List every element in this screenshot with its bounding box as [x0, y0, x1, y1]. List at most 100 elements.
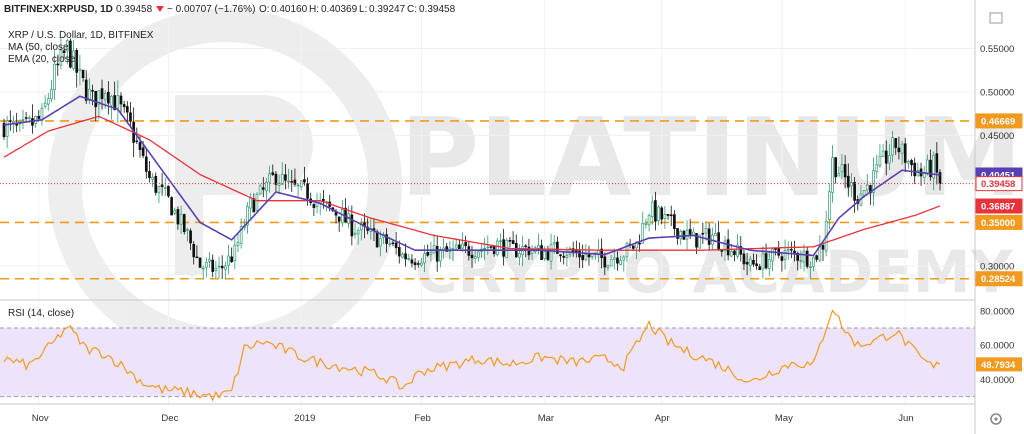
candle — [290, 169, 294, 193]
time-tick-label: Mar — [538, 413, 554, 424]
close-value: 0.39458 — [419, 4, 456, 15]
candle — [900, 140, 904, 165]
candle — [312, 203, 316, 216]
watermark-line1: PLATINUM — [400, 96, 1023, 221]
candle — [160, 172, 164, 196]
svg-text:0.35000: 0.35000 — [981, 218, 1015, 229]
candle — [189, 228, 192, 251]
legend-rsi[interactable]: RSI (14, close) — [8, 308, 74, 319]
rsi-tick-label: 40.0000 — [980, 375, 1014, 386]
candle — [827, 183, 831, 230]
candle — [195, 245, 199, 259]
open-value: 0.40160 — [271, 4, 308, 15]
candle — [265, 177, 268, 201]
svg-text:0.28524: 0.28524 — [981, 274, 1016, 285]
candle — [201, 265, 205, 280]
candle — [907, 159, 910, 169]
price-tick-label: 0.50000 — [980, 87, 1014, 98]
candle — [938, 169, 942, 191]
price-tag: 0.35000 — [975, 214, 1023, 230]
legend-title[interactable]: XRP / U.S. Dollar, 1D, BITFINEX — [8, 30, 154, 41]
candle — [916, 162, 920, 177]
candle — [31, 104, 34, 134]
candle — [78, 54, 82, 86]
candle — [252, 193, 256, 213]
candle — [616, 251, 619, 271]
candle — [217, 256, 221, 279]
candle — [780, 251, 784, 272]
candle — [935, 142, 939, 185]
legend-ema[interactable]: EMA (20, close) — [8, 54, 79, 65]
candle — [888, 144, 891, 171]
candle — [144, 147, 148, 179]
candle — [559, 254, 562, 262]
legend-ma[interactable]: MA (50, close) — [8, 42, 72, 53]
candle — [891, 131, 894, 163]
candle — [407, 253, 411, 261]
candle — [75, 48, 79, 88]
candle — [647, 213, 651, 232]
candle — [227, 244, 230, 275]
svg-text:0.39458: 0.39458 — [981, 179, 1015, 190]
candle — [473, 249, 477, 264]
candle — [673, 210, 676, 236]
candle — [682, 229, 686, 240]
candle — [786, 241, 790, 260]
candle — [337, 216, 341, 232]
candle — [385, 228, 388, 253]
candle — [179, 205, 183, 234]
expand-icon[interactable] — [989, 12, 1003, 24]
candle — [271, 164, 275, 176]
candle — [353, 223, 357, 239]
candle — [799, 250, 803, 270]
time-tick-label: Nov — [32, 413, 49, 424]
candle — [173, 207, 177, 216]
low-label: L: — [359, 4, 367, 15]
candle — [499, 233, 502, 251]
candle — [881, 144, 885, 158]
candle — [43, 95, 47, 109]
candle — [170, 196, 173, 216]
candle — [581, 244, 585, 269]
time-tick-label: Feb — [414, 413, 430, 424]
candle — [812, 256, 815, 272]
candle — [714, 222, 717, 237]
candle — [129, 101, 132, 128]
candle — [846, 163, 850, 197]
candle — [843, 155, 847, 189]
candle — [454, 238, 458, 251]
candle — [211, 254, 215, 278]
candle — [182, 213, 186, 235]
candle — [413, 257, 417, 271]
last-price-value: 0.39458 — [116, 4, 153, 15]
close-label: C: — [407, 4, 417, 15]
watermark-logo-bowl — [203, 95, 313, 195]
candle — [65, 38, 69, 65]
candle — [401, 251, 404, 259]
candle — [767, 250, 771, 277]
candle — [40, 102, 44, 126]
candle — [50, 79, 53, 103]
candle — [233, 237, 237, 270]
candle — [587, 245, 591, 266]
candle — [717, 220, 720, 252]
candle — [537, 233, 540, 255]
candle — [341, 199, 344, 227]
high-label: H: — [309, 4, 319, 15]
symbol-label[interactable]: BITFINEX:XRPUSD, 1D — [4, 4, 113, 15]
time-tick-label: Dec — [161, 413, 178, 424]
candle — [5, 115, 9, 148]
candle — [894, 137, 898, 155]
price-tick-label: 0.55000 — [980, 44, 1014, 55]
candle — [284, 164, 287, 190]
candle — [394, 231, 398, 255]
candle — [404, 243, 407, 267]
candle — [255, 192, 259, 214]
gear-icon[interactable] — [990, 413, 1002, 425]
candle — [707, 223, 711, 251]
candle — [669, 205, 673, 226]
candle — [163, 177, 167, 197]
candle — [8, 110, 12, 131]
